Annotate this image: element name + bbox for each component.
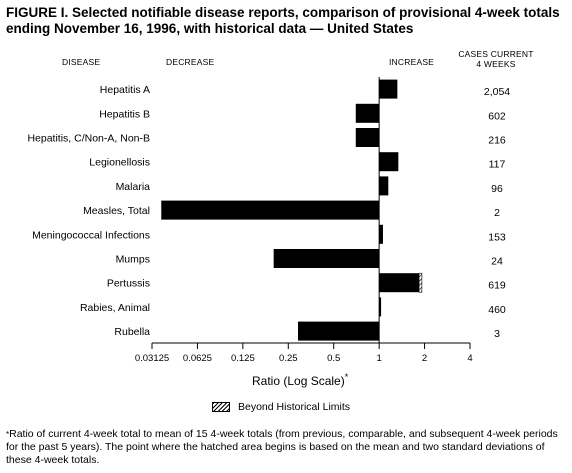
decrease-header: DECREASE	[166, 57, 215, 67]
category-label: Mumps	[116, 254, 150, 266]
bar	[379, 152, 399, 172]
category-label: Malaria	[116, 181, 151, 193]
hatched-swatch-icon	[212, 402, 230, 413]
x-axis-label: Ratio (Log Scale)*	[252, 372, 349, 388]
cases-value: 216	[488, 135, 506, 147]
category-label: Hepatitis A	[100, 84, 150, 96]
x-tick-label: 0.125	[231, 353, 255, 364]
x-tick-label: 1	[376, 353, 381, 364]
cases-value: 460	[488, 304, 506, 316]
x-tick-label: 4	[467, 353, 472, 364]
bar	[273, 249, 380, 268]
category-label: Rabies, Animal	[80, 302, 150, 314]
disease-ratio-chart: Hepatitis A 2,054 Hepatitis B 602 Hepatitis,…	[27, 77, 510, 364]
x-tick-label: 0.03125	[135, 353, 169, 364]
footnote: *Ratio of current 4-week total to mean o…	[6, 428, 558, 466]
x-tick-label: 0.5	[327, 353, 340, 364]
x-tick-label: 2	[422, 353, 427, 364]
bar	[379, 297, 382, 317]
cases-value: 2,054	[484, 86, 510, 98]
category-label: Rubella	[114, 326, 150, 338]
legend-label: Beyond Historical Limits	[238, 401, 351, 413]
cases-value: 96	[491, 183, 503, 195]
bar	[379, 273, 422, 293]
disease-column-header: DISEASE	[62, 57, 101, 67]
category-label: Pertussis	[107, 278, 150, 290]
category-label: Measles, Total	[83, 205, 150, 217]
cases-value: 619	[488, 280, 506, 292]
bar	[355, 128, 380, 147]
bar	[298, 321, 380, 341]
category-label: Hepatitis, C/Non-A, Non-B	[27, 133, 150, 145]
legend: Beyond Historical Limits	[212, 401, 350, 414]
bar	[379, 79, 398, 99]
increase-header: INCREASE	[389, 57, 435, 67]
x-tick-label: 0.0625	[183, 353, 212, 364]
bar	[161, 200, 380, 220]
cases-value: 24	[491, 256, 503, 268]
bar	[379, 176, 389, 196]
cases-value: 602	[488, 110, 506, 122]
category-label: Hepatitis B	[99, 108, 150, 120]
category-label: Legionellosis	[89, 157, 150, 169]
figure-title: FIGURE I. Selected notifiable disease re…	[6, 5, 560, 36]
x-tick-label: 0.25	[279, 353, 298, 364]
category-label: Meningococcal Infections	[32, 229, 150, 241]
bar	[355, 103, 380, 123]
cases-value: 2	[494, 207, 500, 219]
cases-value: 153	[488, 231, 506, 243]
bar	[379, 224, 383, 244]
cases-value: 3	[494, 328, 500, 340]
beyond-limits-hatch	[418, 272, 423, 293]
cases-column-header: CASES CURRENT 4 WEEKS	[458, 49, 534, 69]
cases-value: 117	[489, 159, 506, 171]
